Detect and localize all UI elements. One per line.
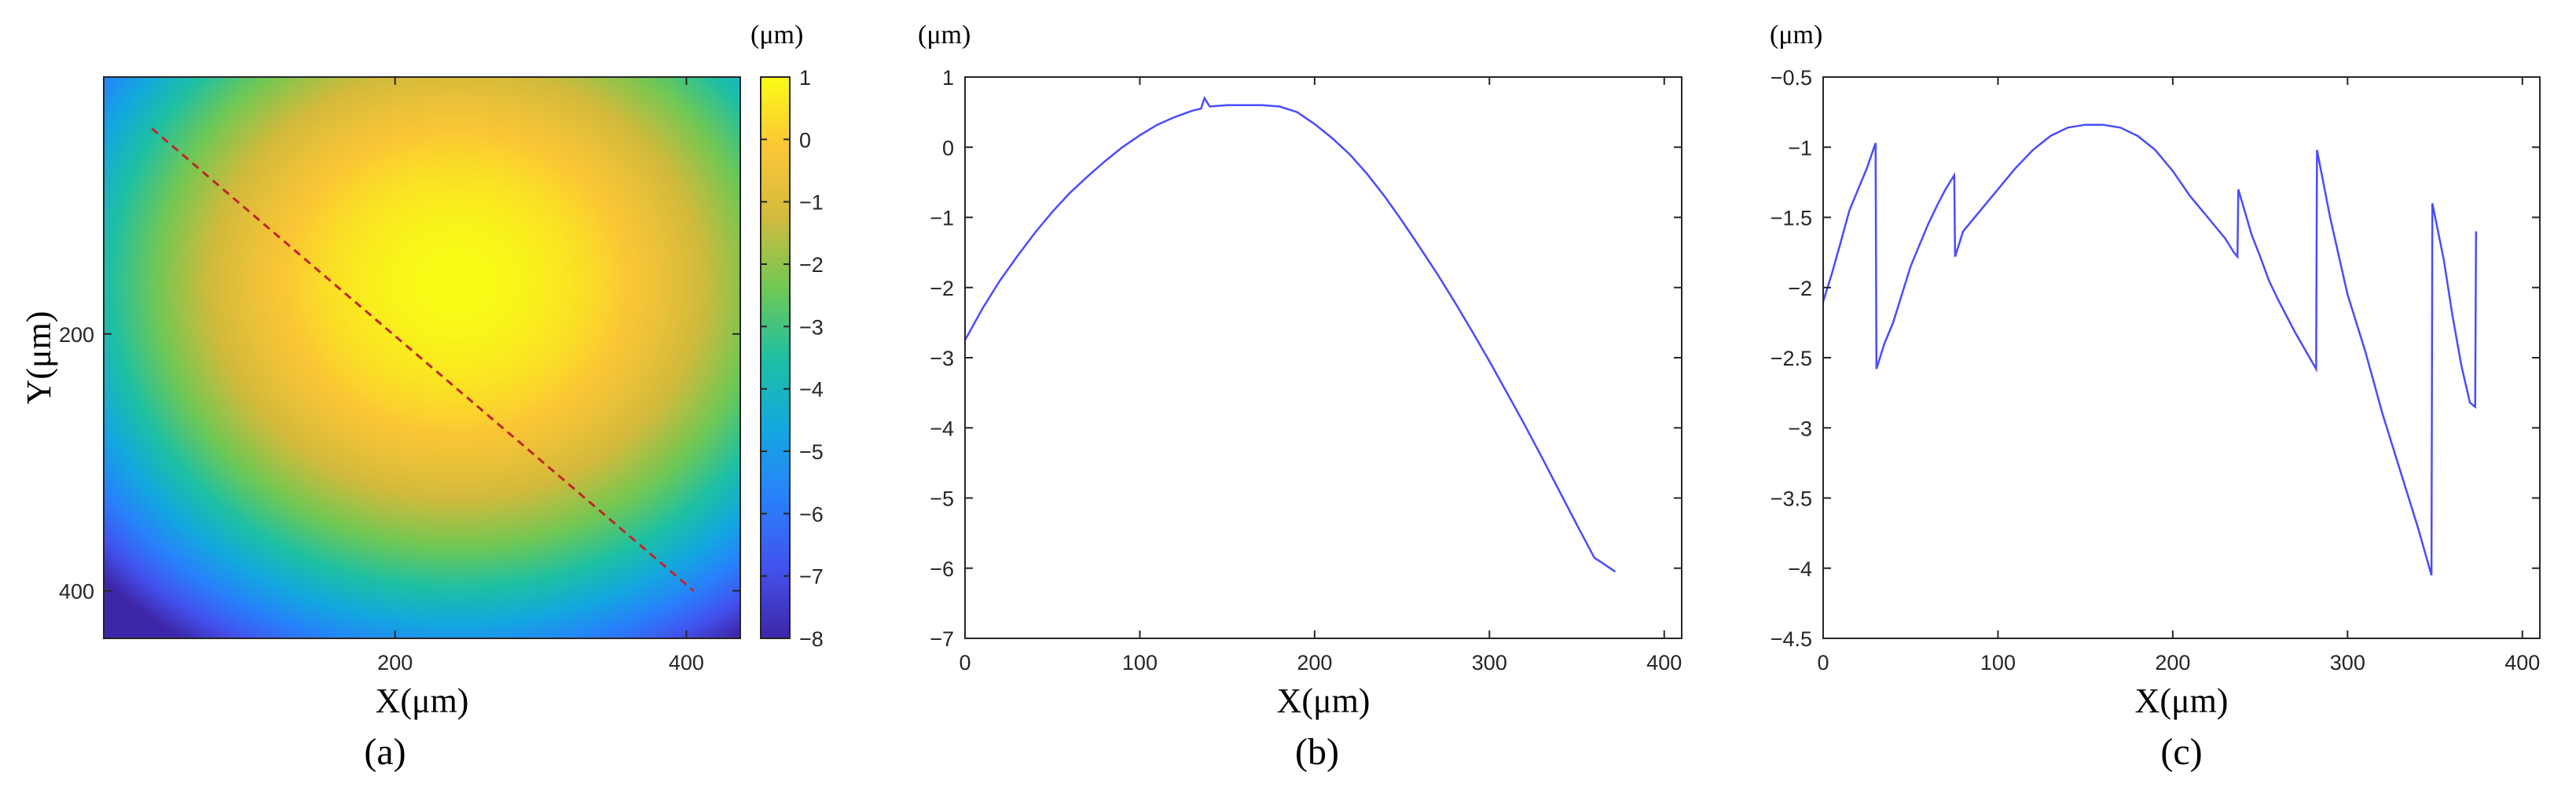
colorbar-tick-label: −4: [799, 378, 824, 402]
axes-c-y-tick-label: −4: [1788, 557, 1812, 581]
axes-c-x-tick-label: 0: [1817, 651, 1829, 675]
axes-a-y-tick-label: 400: [59, 580, 94, 604]
axes-b-y-ticks: 1 0 −1 −2 −3 −4 −5 −6 −7: [930, 66, 1682, 651]
axes-b-y-tick-label: −7: [930, 627, 954, 651]
axes-c-y-tick-label: −3.5: [1771, 487, 1812, 511]
axes-c-x-ticks: 0 100 200 300 400: [1817, 77, 2540, 675]
axes-c-y-ticks: −0.5 −1 −1.5 −2 −2.5 −3 −3.5 −4 −4.5: [1771, 66, 2540, 651]
axes-a-box: [103, 76, 741, 639]
colorbar-tick-label: −7: [799, 565, 824, 589]
axes-a-ylabel: Y(μm): [20, 311, 58, 405]
colorbar-gradient: [760, 76, 791, 639]
panel-c: 0 100 200 300 400 −0.5 −1 −1.5 −2 −2.5 −3 −3.5 −4 −4…: [1770, 20, 2541, 773]
axes-c-x-tick-label: 100: [1980, 651, 2016, 675]
axes-b-unit: (μm): [918, 20, 971, 50]
axes-b-y-tick-label: 0: [942, 136, 954, 160]
colorbar-tick-label: 0: [799, 128, 811, 152]
panel-a-label: (a): [364, 731, 405, 773]
colorbar-ticks: 1 0 −1 −2 −3 −4 −5 −6 −7 −8: [761, 66, 824, 651]
axes-b-y-tick-label: −6: [930, 557, 954, 581]
colorbar-unit: (μm): [750, 20, 803, 50]
axes-b-x-tick-label: 100: [1122, 651, 1158, 675]
colorbar-tick-label: −8: [799, 627, 824, 651]
axes-c-unit: (μm): [1770, 20, 1822, 50]
colorbar-tick-label: −5: [799, 440, 824, 464]
axes-c-y-tick-label: −2: [1788, 277, 1812, 300]
axes-c-x-tick-label: 400: [2504, 651, 2540, 675]
profile-line: [151, 127, 695, 592]
panel-b: 0 100 200 300 400 1 0 −1 −2 −3 −4 −5 −6 −7 (μm) X(μm…: [918, 20, 1682, 773]
axes-c-y-tick-label: −4.5: [1771, 627, 1812, 651]
axes-b-y-tick-label: −1: [930, 207, 954, 230]
axes-b-x-tick-label: 0: [959, 651, 971, 675]
axes-c-y-tick-label: −0.5: [1771, 66, 1812, 90]
axes-b-y-tick-label: 1: [942, 66, 954, 90]
axes-c-xlabel: X(μm): [2135, 682, 2229, 720]
axes-a-y-tick-label: 200: [59, 323, 94, 347]
axes-b-x-ticks: 0 100 200 300 400: [959, 77, 1682, 675]
axes-b-y-tick-label: −2: [930, 277, 954, 300]
axes-a-xlabel: X(μm): [376, 682, 469, 720]
axes-c-y-tick-label: −3: [1788, 417, 1812, 440]
axes-a-x-ticks: 200 400: [377, 77, 704, 675]
series-line-c: [1823, 123, 2478, 576]
axes-b-y-tick-label: −3: [930, 347, 954, 370]
axes-b-y-tick-label: −4: [930, 417, 954, 440]
axes-a-y-ticks: 200 400: [59, 323, 740, 604]
colorbar-tick-label: −2: [799, 253, 824, 277]
axes-c-y-tick-label: −2.5: [1771, 347, 1812, 370]
panel-c-label: (c): [2160, 731, 2202, 773]
colorbar-tick-label: −6: [799, 502, 824, 526]
axes-c-x-tick-label: 300: [2330, 651, 2365, 675]
colorbar: 1 0 −1 −2 −3 −4 −5 −6 −7 −8 (μm): [750, 20, 824, 651]
axes-b-x-tick-label: 300: [1472, 651, 1507, 675]
series-line-b: [965, 95, 1616, 573]
axes-b-y-tick-label: −5: [930, 487, 954, 511]
axes-b-x-tick-label: 200: [1297, 651, 1332, 675]
panel-b-label: (b): [1295, 731, 1339, 773]
panel-a: 200 400 200 400 X(μm) Y(μm) (a) 1 0 −1 −2 −3 −4…: [20, 20, 824, 773]
axes-a-x-tick-label: 400: [669, 651, 704, 675]
axes-c-x-tick-label: 200: [2155, 651, 2190, 675]
colorbar-tick-label: −3: [799, 315, 824, 339]
axes-c-y-tick-label: −1: [1788, 136, 1812, 160]
colorbar-tick-label: 1: [799, 66, 811, 90]
colorbar-tick-label: −1: [799, 191, 824, 215]
axes-b-x-tick-label: 400: [1646, 651, 1682, 675]
axes-a-x-tick-label: 200: [377, 651, 413, 675]
axes-b-xlabel: X(μm): [1277, 682, 1371, 720]
axes-c-y-tick-label: −1.5: [1771, 207, 1812, 230]
